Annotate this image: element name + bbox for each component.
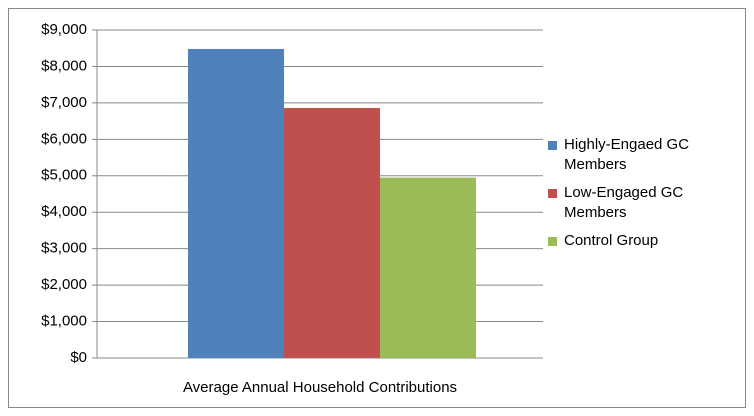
- bar: [284, 107, 380, 358]
- legend-swatch: [548, 237, 557, 246]
- y-tick-label: $1,000: [41, 313, 87, 330]
- y-tick-label: $4,000: [41, 203, 87, 220]
- legend-swatch: [548, 141, 557, 150]
- y-tick-label: $6,000: [41, 130, 87, 147]
- legend-label: Highly-Engaed GC Members: [564, 136, 690, 173]
- y-tick-label: $5,000: [41, 167, 87, 184]
- bar: [380, 177, 476, 358]
- bar: [188, 48, 284, 358]
- legend-item: Low-Engaged GC Members: [548, 183, 698, 223]
- legend-label: Low-Engaged GC Members: [564, 184, 684, 221]
- y-tick-label: $0: [70, 349, 87, 366]
- legend: Highly-Engaed GC Members Low-Engaged GC M…: [548, 135, 698, 259]
- legend-item: Highly-Engaed GC Members: [548, 135, 698, 175]
- legend-label: Control Group: [564, 232, 659, 249]
- y-tick-label: $3,000: [41, 240, 87, 257]
- legend-swatch: [548, 189, 557, 198]
- y-tick-label: $2,000: [41, 276, 87, 293]
- y-tick-label: $9,000: [41, 21, 87, 38]
- y-tick-label: $7,000: [41, 94, 87, 111]
- legend-item: Control Group: [548, 231, 698, 251]
- y-tick-label: $8,000: [41, 57, 87, 74]
- x-tick-label: Average Annual Household Contributions: [183, 379, 457, 396]
